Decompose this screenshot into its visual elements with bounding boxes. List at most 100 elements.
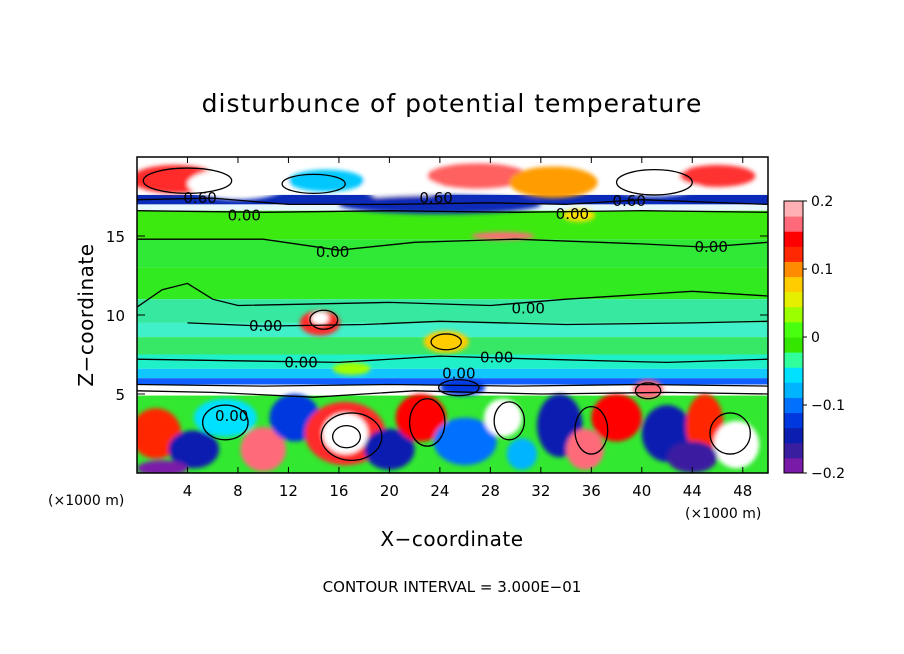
field-blob: [471, 232, 535, 240]
x-unit-label: (×1000 m): [48, 493, 124, 509]
colorbar-segment: [784, 427, 803, 444]
colorbar-segment: [784, 321, 803, 338]
z-unit-label: (×1000 m): [685, 506, 761, 522]
colorbar-segment: [784, 261, 803, 278]
field-blob: [332, 362, 371, 376]
colorbar-segment: [784, 246, 803, 262]
colorbar-segment: [784, 412, 803, 429]
x-tick-label: 48: [733, 482, 752, 500]
colorbar-segment: [784, 457, 803, 474]
field-band: [137, 322, 768, 338]
contour-line: [137, 238, 768, 251]
field-band: [137, 239, 768, 268]
colorbar-segment: [784, 382, 803, 398]
contour-loop: [408, 398, 446, 447]
contour-loop: [634, 382, 662, 400]
x-tick-label: 36: [582, 482, 601, 500]
contour-label: 0.60: [612, 192, 645, 210]
x-tick-label: 16: [329, 482, 348, 500]
contour-line: [137, 355, 768, 364]
field-blob: [364, 428, 415, 470]
disturbance-field: [137, 163, 760, 473]
field-blob: [187, 168, 289, 200]
field-blob: [288, 169, 365, 192]
contour-line: [137, 390, 768, 398]
contour-label: 0.00: [284, 353, 317, 371]
colorbar-segment: [784, 442, 803, 459]
colorbar-segment: [784, 291, 803, 308]
colorbar-tick-label: 0.2: [811, 194, 833, 210]
colorbar: 0.2 0.1 0 −0.1 −0.2: [783, 194, 845, 482]
field-blob: [679, 164, 756, 188]
field-blob: [240, 427, 286, 472]
field-blob: [311, 311, 329, 325]
contour-label: 0.00: [480, 349, 513, 367]
contour-interval-note: CONTOUR INTERVAL = 3.000E−01: [323, 578, 582, 596]
field-blob: [338, 194, 541, 214]
colorbar-segment: [784, 367, 803, 383]
field-blob: [364, 169, 440, 202]
colorbar-segment: [784, 201, 803, 217]
y-tick-label: 10: [106, 307, 125, 325]
x-tick-label: 24: [430, 482, 449, 500]
x-axis-title: X−coordinate: [380, 527, 523, 551]
colorbar-tick-label: 0.1: [811, 262, 833, 278]
contour-loop: [201, 404, 249, 441]
contour-label: 0.00: [512, 300, 545, 318]
contour-labels: 0.60 0.00 0.60 0.60 0.00 0.00 0.00 0.00 0.00 0.00…: [183, 189, 728, 425]
field-blob: [193, 398, 257, 437]
contour-loop: [142, 167, 233, 194]
contour-line: [137, 197, 768, 206]
contour-loop: [430, 333, 462, 351]
field-blob: [667, 441, 718, 473]
contour-label: 0.00: [442, 364, 475, 382]
x-tick-label: 8: [233, 482, 243, 500]
plot-area: 0.60 0.00 0.60 0.60 0.00 0.00 0.00 0.00 0.00 0.00…: [137, 157, 768, 473]
colorbar-segment: [784, 276, 803, 293]
contour-label: 0.00: [215, 407, 248, 425]
field-blob: [713, 420, 760, 469]
field-blob: [427, 163, 529, 189]
contour-line: [137, 282, 768, 308]
colorbar-segment: [784, 231, 803, 247]
contour-loop: [709, 412, 751, 455]
field-blob: [168, 430, 220, 469]
contour-lines: [137, 167, 768, 462]
contour-line: [137, 210, 768, 213]
colorbar-segment: [784, 306, 803, 323]
field-blob: [591, 394, 642, 442]
contour-loop: [320, 412, 383, 462]
x-tick-label: 32: [531, 482, 550, 500]
x-tick-label: 12: [279, 482, 298, 500]
field-blob: [137, 460, 188, 473]
field-band: [137, 267, 768, 300]
colorbar-segment: [784, 216, 803, 232]
field-blob: [562, 209, 596, 222]
field-blob: [433, 417, 497, 466]
colorbar-segment: [784, 352, 803, 368]
colorbar-segment: [784, 337, 803, 353]
contour-loop: [493, 401, 526, 441]
contour-label: 0.00: [316, 243, 349, 261]
contour-loop: [331, 424, 362, 449]
contour-loop: [281, 173, 346, 194]
x-tick-label: 40: [632, 482, 651, 500]
contour-label: 0.00: [556, 205, 589, 223]
contour-loop: [615, 168, 693, 196]
x-tick-label: 4: [183, 482, 193, 500]
contour-label: 0.60: [419, 189, 452, 207]
chart-title: disturbunce of potential temperature: [202, 89, 703, 118]
contour-label: 0.00: [228, 206, 261, 224]
field-band: [137, 368, 768, 379]
colorbar-segment: [784, 397, 803, 414]
contour-line: [137, 383, 768, 387]
field-blob: [509, 166, 598, 199]
field-band: [137, 299, 768, 323]
field-blob: [484, 398, 522, 437]
colorbar-tick-label: 0: [811, 330, 820, 346]
contour-label: 0.60: [183, 189, 216, 207]
x-tick-label: 44: [683, 482, 702, 500]
contour-loop: [309, 309, 339, 330]
